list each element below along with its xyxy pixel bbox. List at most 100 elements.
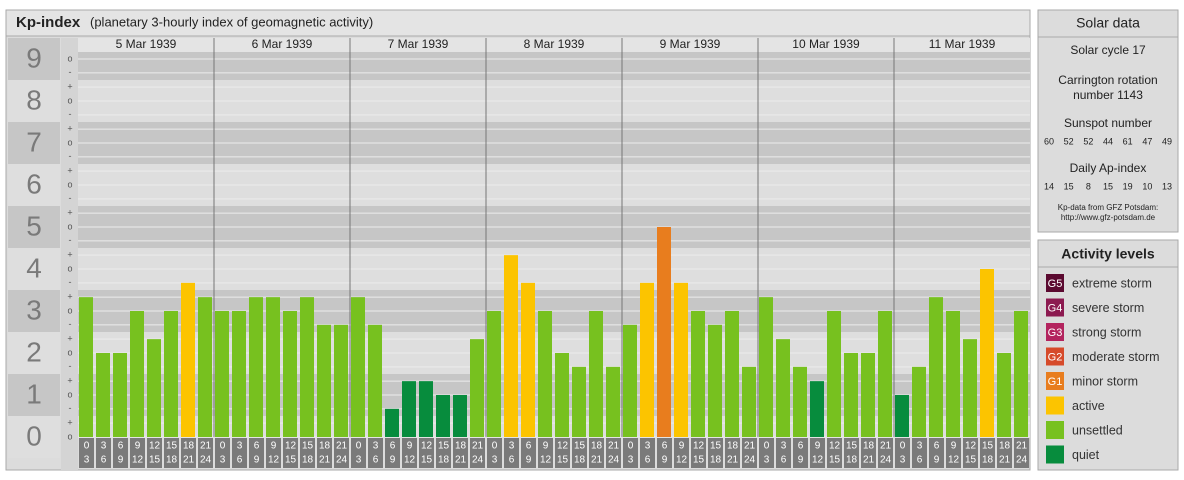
x-tick-label: 18 — [710, 455, 722, 466]
minor-tick-label: o — [67, 179, 72, 189]
x-label-box — [317, 438, 332, 468]
date-label: 6 Mar 1939 — [252, 37, 313, 51]
minor-tick-label: - — [69, 151, 72, 161]
minor-tick-label: o — [67, 221, 72, 231]
date-label: 11 Mar 1939 — [929, 37, 996, 51]
y-tick-label: 6 — [26, 168, 42, 199]
legend-label: unsettled — [1072, 423, 1123, 437]
bar — [453, 395, 467, 437]
bar — [810, 381, 824, 437]
x-tick-label: 3 — [628, 455, 634, 466]
x-tick-label: 12 — [812, 455, 824, 466]
legend-swatch — [1046, 445, 1064, 464]
x-tick-label: 15 — [693, 455, 705, 466]
x-label-box — [283, 438, 298, 468]
minor-tick-label: + — [67, 292, 72, 302]
x-label-box — [674, 438, 689, 468]
x-tick-label: 3 — [900, 455, 906, 466]
y-tick-label: 3 — [26, 294, 42, 325]
x-tick-label: 3 — [84, 455, 90, 466]
bar — [606, 366, 620, 437]
x-tick-label: 3 — [509, 441, 515, 452]
x-tick-label: 12 — [693, 441, 705, 452]
x-tick-label: 0 — [84, 441, 90, 452]
x-tick-label: 24 — [744, 455, 756, 466]
minor-tick-label: + — [67, 250, 72, 260]
x-label-box — [980, 438, 995, 468]
x-label-box — [453, 438, 468, 468]
legend-swatch — [1046, 421, 1064, 439]
bar — [555, 353, 569, 437]
bar — [198, 297, 212, 437]
x-label-box — [963, 438, 978, 468]
solar-panel — [1037, 9, 1179, 233]
sunspot-value: 52 — [1083, 136, 1093, 146]
minor-tick-label: - — [69, 403, 72, 413]
legend-swatch — [1046, 298, 1064, 317]
bar — [164, 311, 178, 437]
x-tick-label: 18 — [438, 455, 450, 466]
x-tick-label: 24 — [1016, 455, 1028, 466]
x-label-box — [827, 438, 842, 468]
y-label-box — [8, 332, 60, 374]
sunspot-value: 61 — [1123, 136, 1133, 146]
x-label-box — [912, 438, 927, 468]
x-label-box — [147, 438, 162, 468]
bar — [470, 339, 484, 437]
x-label-box — [878, 438, 893, 468]
x-label-box — [419, 438, 434, 468]
x-tick-label: 9 — [934, 455, 940, 466]
x-tick-label: 24 — [200, 455, 212, 466]
minor-tick-label: + — [67, 166, 72, 176]
bar — [742, 366, 756, 437]
x-label-box — [555, 438, 570, 468]
x-tick-label: 9 — [254, 455, 260, 466]
legend-swatch — [1046, 274, 1064, 292]
x-tick-label: 18 — [319, 441, 331, 452]
x-label-box — [504, 438, 519, 468]
x-label-box — [96, 438, 111, 468]
x-label-box — [538, 438, 553, 468]
x-label-box — [776, 438, 791, 468]
minor-tick-label: - — [69, 109, 72, 119]
bar — [402, 381, 416, 437]
x-tick-label: 6 — [237, 455, 243, 466]
x-tick-label: 21 — [744, 441, 756, 452]
minor-tick-label: o — [67, 305, 72, 315]
legend-badge: G1 — [1048, 376, 1063, 388]
x-label-box — [198, 438, 213, 468]
bar — [589, 311, 603, 437]
y-tick-label: 4 — [26, 252, 42, 283]
x-tick-label: 3 — [781, 441, 787, 452]
source-note: http://www.gfz-potsdam.de — [1061, 213, 1156, 222]
band — [78, 416, 1030, 437]
carrington: Carrington rotation — [1058, 73, 1157, 87]
x-tick-label: 6 — [645, 455, 651, 466]
minor-tick-label: - — [69, 319, 72, 329]
bar — [385, 408, 399, 437]
ap-value: 15 — [1064, 181, 1074, 191]
bar — [657, 227, 671, 437]
bar — [759, 297, 773, 437]
y-label-box — [8, 80, 60, 122]
x-label-box — [691, 438, 706, 468]
bar — [334, 324, 348, 437]
solar-cycle: Solar cycle 17 — [1070, 43, 1146, 57]
x-tick-label: 6 — [118, 441, 124, 452]
bar — [504, 255, 518, 437]
bar — [980, 269, 994, 437]
bar — [317, 324, 331, 437]
y-label-box — [8, 122, 60, 164]
minor-tick-label: o — [67, 389, 72, 399]
x-tick-label: 9 — [526, 455, 532, 466]
x-tick-label: 15 — [285, 455, 297, 466]
x-label-box — [844, 438, 859, 468]
x-tick-label: 15 — [438, 441, 450, 452]
legend-badge: G2 — [1048, 351, 1063, 363]
x-tick-label: 18 — [999, 441, 1011, 452]
x-tick-label: 9 — [135, 441, 141, 452]
y-tick-label: 9 — [26, 42, 42, 73]
x-label-box — [623, 438, 638, 468]
minor-tick-label: + — [67, 124, 72, 134]
legend-label: extreme storm — [1072, 276, 1152, 290]
